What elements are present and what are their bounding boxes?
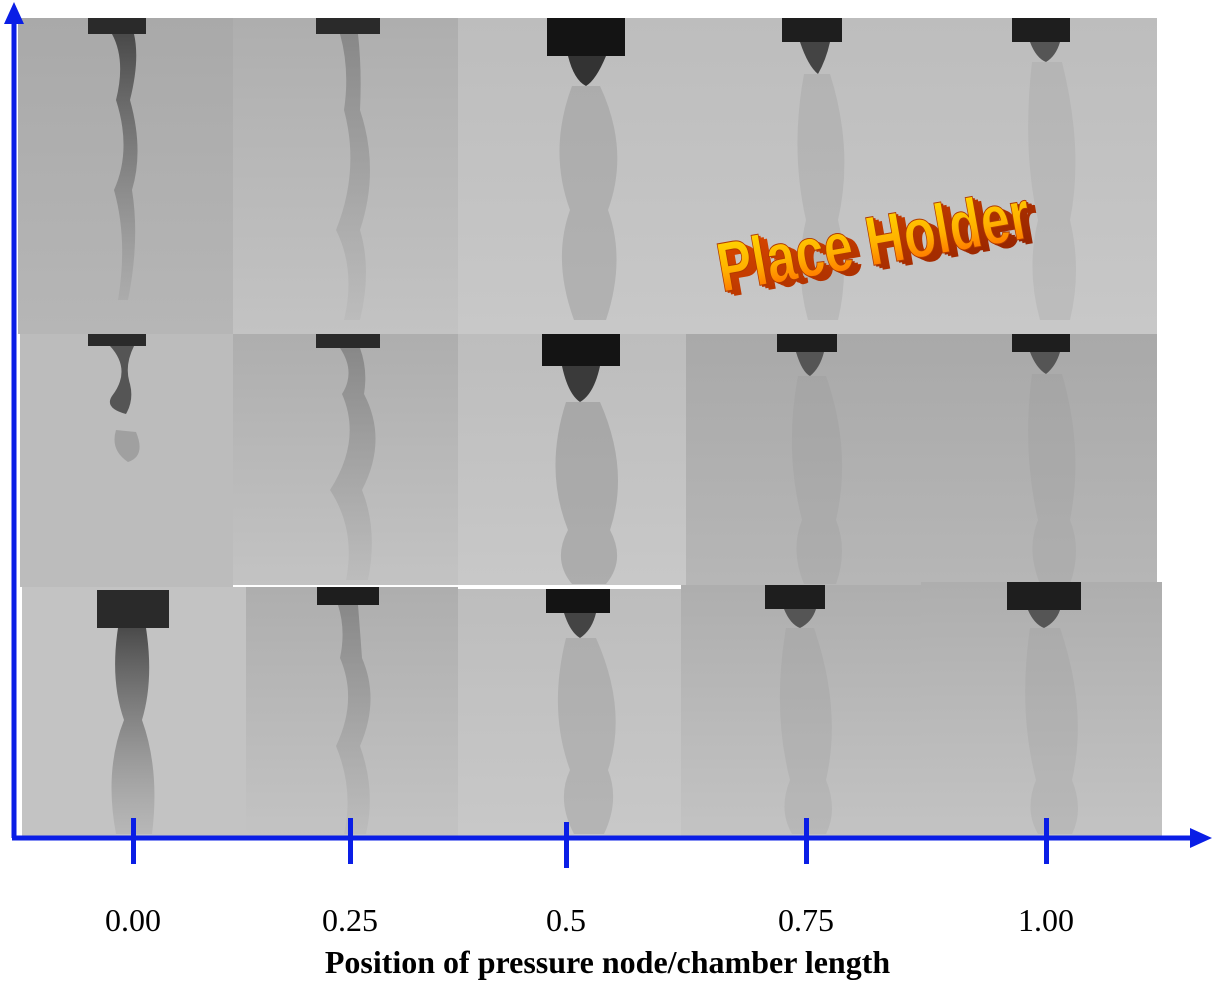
image-tile [681, 585, 921, 836]
image-tile [458, 18, 693, 334]
image-tile [458, 589, 681, 836]
image-tile [246, 587, 458, 836]
x-tick [131, 818, 136, 864]
x-axis-arrowhead [1190, 828, 1212, 848]
x-tick [564, 822, 569, 868]
y-axis-arrowhead [4, 2, 24, 24]
image-tile [693, 18, 921, 334]
axes [4, 2, 1212, 868]
x-tick-label: 0.00 [105, 902, 161, 938]
image-tile [458, 334, 686, 585]
image-tile [18, 18, 233, 334]
image-tile [921, 334, 1157, 585]
x-tick [1044, 818, 1049, 864]
x-tick [804, 818, 809, 864]
image-tile [921, 18, 1157, 334]
image-tile [20, 334, 233, 587]
x-tick-label: 0.25 [322, 902, 378, 938]
x-tick [348, 818, 353, 864]
image-tile [22, 587, 246, 836]
image-tiles [18, 18, 1162, 836]
image-tile [921, 582, 1162, 836]
x-axis-title: Position of pressure node/chamber length [324, 944, 891, 980]
x-tick-label: 1.00 [1018, 902, 1074, 938]
x-tick-label: 0.5 [546, 902, 586, 938]
x-tick-label: 0.75 [778, 902, 834, 938]
image-tile [233, 18, 458, 334]
image-tile [686, 334, 921, 585]
image-tile [233, 334, 458, 585]
